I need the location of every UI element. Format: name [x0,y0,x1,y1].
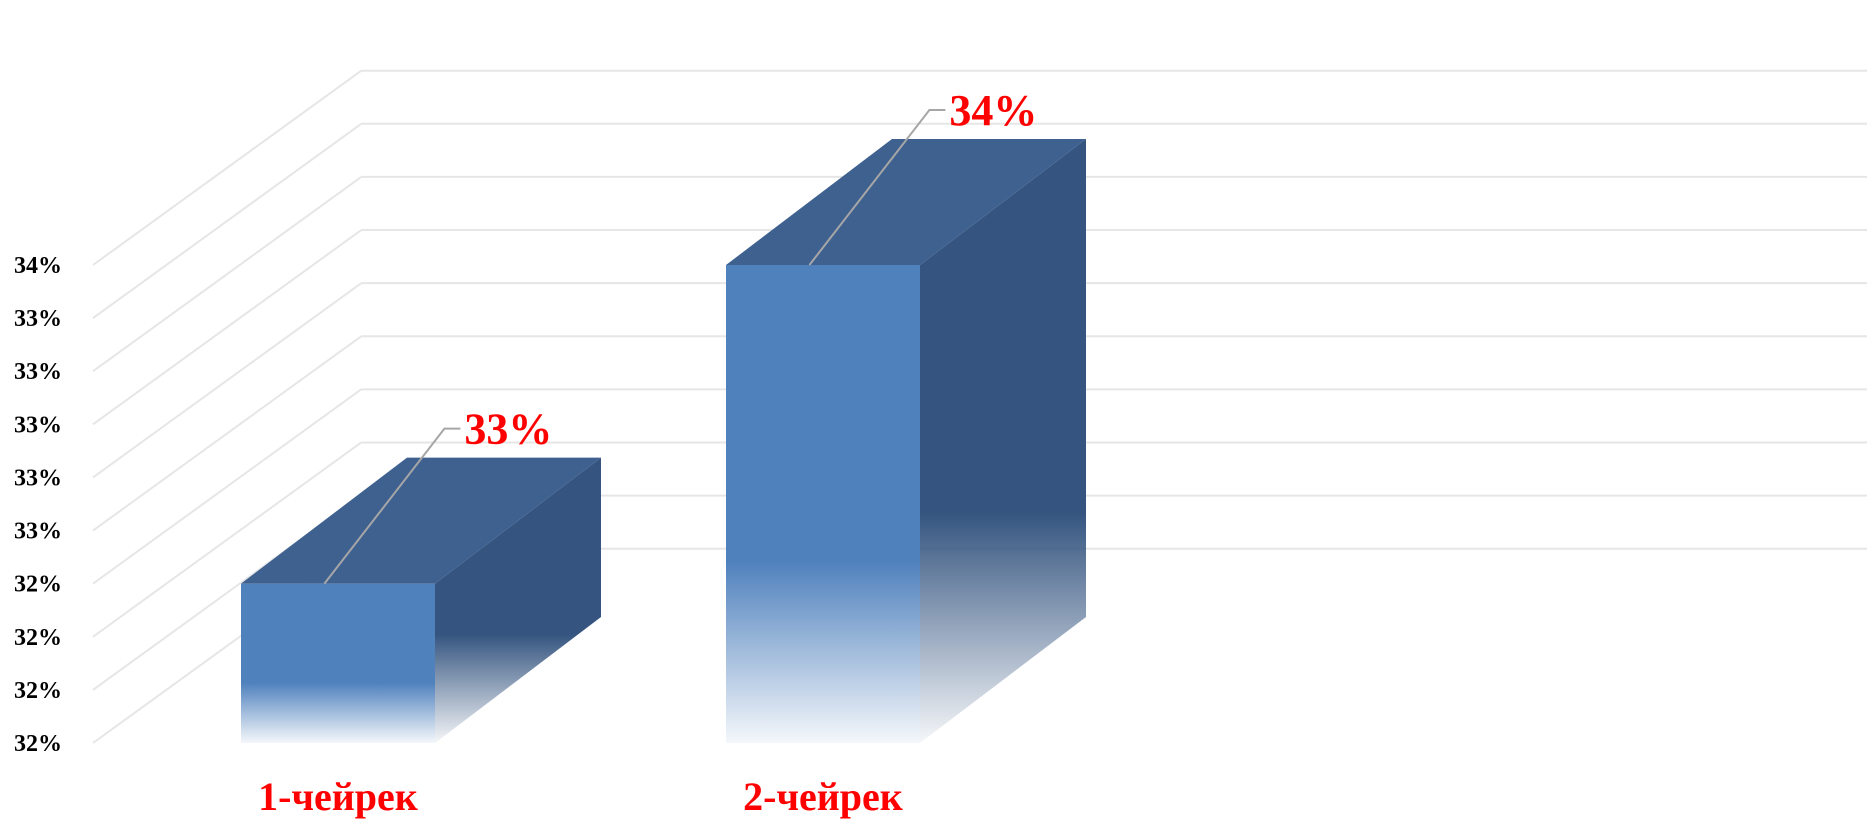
data-label-leader-line [323,427,461,585]
y-tick-label: 32% [14,572,62,598]
bar-front-face [726,265,920,743]
grid-line-side [92,123,362,319]
y-tick-label: 33% [14,359,62,385]
bar-top-face [241,457,601,584]
y-tick-label: 33% [14,519,62,545]
grid-line-side [92,229,362,426]
data-label-leader-line [808,109,946,266]
y-tick-label: 32% [14,625,62,651]
data-label: 33% [464,405,552,454]
y-tick-label: 32% [14,678,62,704]
bar-side-face [920,139,1086,743]
grid-line-side [92,388,362,585]
bars [241,139,1086,743]
bar-1 [241,457,601,743]
y-tick-label: 32% [14,731,62,757]
grid-line-side [92,176,362,373]
x-tick-label: 1-чейрек [258,774,418,819]
grid-back-walls [92,69,1867,744]
bar-side-face [435,457,601,743]
grid-line-side [92,282,362,479]
y-tick-label: 33% [14,412,62,438]
y-axis-tick-labels: 32% 32% 32% 32% 33% 33% 33% 33% 33% 34% [14,253,62,757]
grid-line-side [92,69,362,266]
data-labels: 33% 34% [323,86,1037,585]
x-axis-tick-labels: 1-чейрек 2-чейрек [258,774,903,819]
bar-2 [726,139,1086,743]
bar-top-face [726,139,1086,265]
grid-line-side [92,441,362,638]
y-tick-label: 34% [14,253,62,279]
data-label: 34% [949,86,1037,135]
x-tick-label: 2-чейрек [743,774,903,819]
y-tick-label: 33% [14,306,62,332]
grid-line-side [92,335,362,532]
y-tick-label: 33% [14,465,62,491]
bar-front-face [241,583,435,743]
